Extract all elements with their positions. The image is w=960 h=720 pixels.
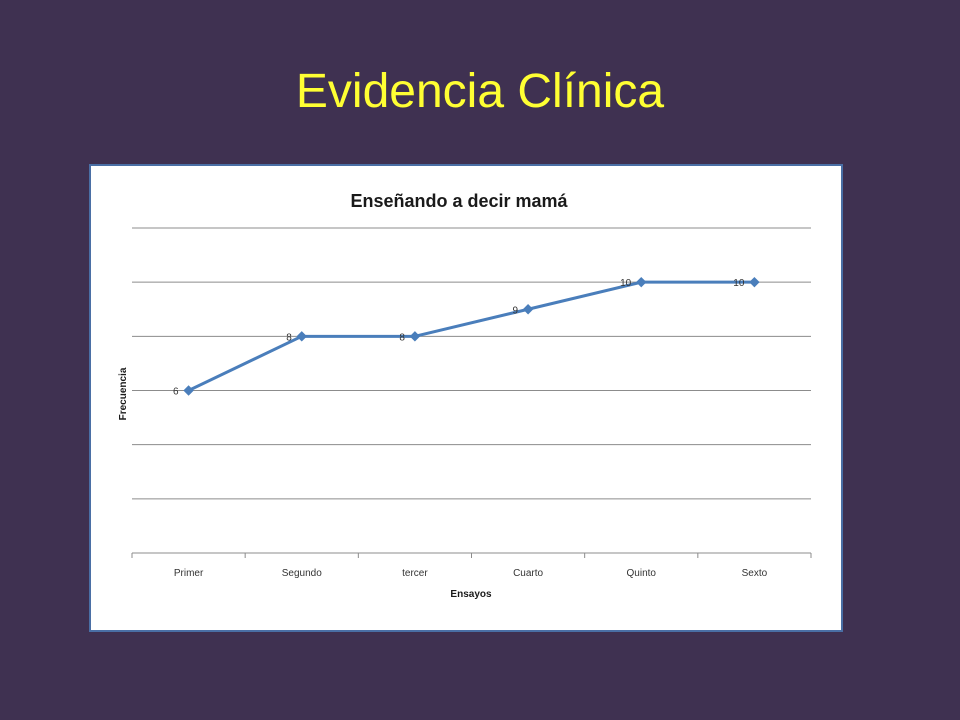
data-point: [296, 331, 307, 342]
x-tick-label: Sexto: [742, 568, 768, 579]
x-tick-label: Cuarto: [513, 568, 543, 579]
series-line: [187, 280, 755, 392]
slide-title: Evidencia Clínica: [295, 65, 665, 118]
data-point: [749, 276, 760, 288]
series: [183, 276, 760, 396]
x-tick-label: Primer: [174, 568, 204, 579]
line-chart: Enseñando a decir mamá Primer Segundo terc…: [118, 191, 812, 600]
data-label: 10: [733, 278, 745, 289]
data-point: [409, 331, 421, 342]
data-point: [636, 276, 647, 288]
chart-container: Enseñando a decir mamá Primer Segundo terc…: [89, 164, 843, 632]
x-tick-labels: Primer Segundo tercer Cuarto Quinto Sexto: [174, 568, 768, 579]
y-axis-title: Frecuencia: [118, 367, 129, 420]
x-axis-title: Ensayos: [450, 589, 492, 600]
x-tick-label: Quinto: [627, 568, 657, 579]
chart-title: Enseñando a decir mamá: [350, 191, 568, 211]
data-label: 9: [513, 305, 519, 316]
x-tick-label: tercer: [402, 568, 428, 579]
gridlines: [132, 227, 811, 500]
data-label: 6: [173, 387, 179, 398]
data-point: [183, 385, 194, 396]
axes: [131, 552, 812, 558]
x-tick-label: Segundo: [282, 568, 322, 579]
data-label: 8: [286, 332, 292, 343]
data-label: 8: [399, 332, 405, 343]
data-labels: 6 8 8 9 10 10: [173, 278, 745, 397]
data-point: [522, 304, 534, 315]
data-label: 10: [620, 278, 632, 289]
